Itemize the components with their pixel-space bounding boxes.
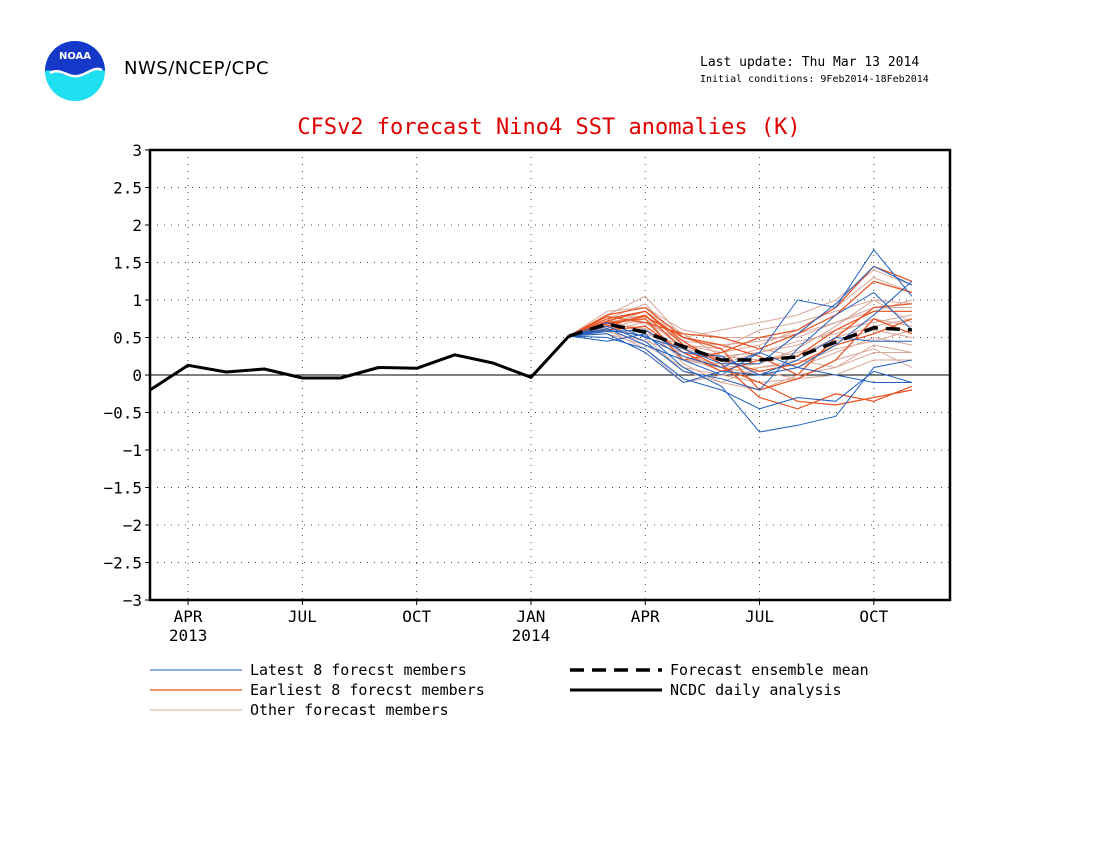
y-tick-label: 2.5 [113, 179, 142, 198]
noaa-logo-text: NOAA [59, 51, 91, 62]
chart-legend: Latest 8 forecst members Earliest 8 forec… [150, 661, 869, 719]
latest-member-line [568, 329, 912, 376]
x-tick-label: APR [174, 607, 203, 626]
y-tick-label: 1 [132, 291, 142, 310]
y-tick-label: −1 [123, 441, 142, 460]
y-tick-label: −2.5 [103, 554, 142, 573]
y-tick-label: 1.5 [113, 254, 142, 273]
x-tick-label: JAN [516, 607, 545, 626]
y-tick-label: 0 [132, 366, 142, 385]
y-tick-label: 0.5 [113, 329, 142, 348]
x-tick-label: JUL [288, 607, 317, 626]
other-member-line [568, 310, 912, 357]
legend-label-mean: Forecast ensemble mean [670, 661, 869, 679]
y-tick-label: 3 [132, 141, 142, 160]
earliest-member-line [568, 310, 913, 410]
plot-series [149, 248, 913, 433]
initial-conditions-text: Initial conditions: 9Feb2014-18Feb2014 [700, 74, 929, 85]
x-tick-year-label: 2014 [512, 626, 551, 645]
y-tick-label: 2 [132, 216, 142, 235]
x-tick-label: JUL [745, 607, 774, 626]
x-tick-label: OCT [859, 607, 888, 626]
x-tick-label: APR [631, 607, 660, 626]
other-member-line [568, 306, 912, 338]
axis-labels: 32.521.510.50−0.5−1−1.5−2−2.5−3APR2013JU… [103, 141, 888, 645]
grid-lines [150, 150, 950, 600]
x-tick-year-label: 2013 [169, 626, 208, 645]
last-update-text: Last update: Thu Mar 13 2014 [700, 55, 920, 70]
noaa-logo: NOAA [45, 41, 105, 101]
y-tick-label: −0.5 [103, 404, 142, 423]
earliest-member-line [568, 280, 913, 350]
ensemble-mean-line [568, 322, 913, 362]
legend-label-observed: NCDC daily analysis [670, 681, 842, 699]
y-tick-label: −3 [123, 591, 142, 610]
latest-member-line [568, 291, 913, 391]
latest-member-line [568, 333, 912, 433]
latest-member-line [568, 335, 913, 410]
chart-title: CFSv2 forecast Nino4 SST anomalies (K) [297, 115, 800, 140]
observed-line [149, 334, 571, 392]
legend-label-earliest: Earliest 8 forecst members [250, 681, 485, 699]
legend-label-other: Other forecast members [250, 701, 449, 719]
earliest-member-line [568, 303, 912, 376]
y-tick-label: −2 [123, 516, 142, 535]
y-tick-label: −1.5 [103, 479, 142, 498]
latest-member-line [568, 327, 912, 383]
x-tick-label: OCT [402, 607, 431, 626]
legend-label-latest: Latest 8 forecst members [250, 661, 467, 679]
organization-label: NWS/NCEP/CPC [124, 58, 270, 79]
